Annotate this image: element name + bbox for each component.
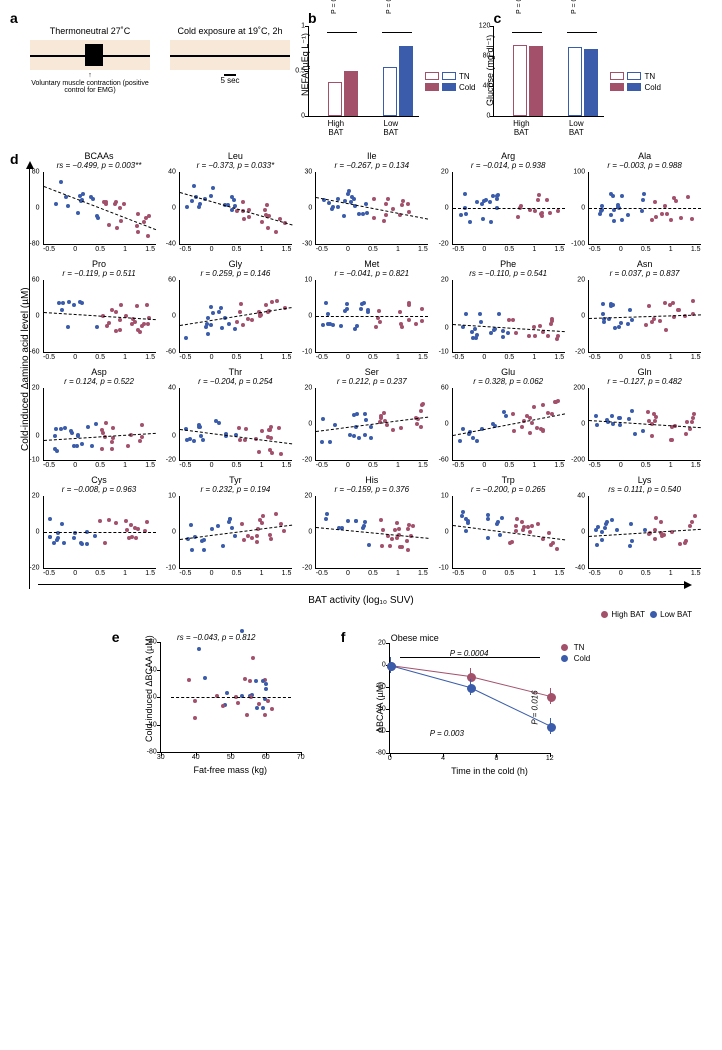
scatter-ala: Alar = −0.003, p = 0.988-1000100-0.500.5… <box>584 151 706 253</box>
row-bottom: e rs = −0.043, p = 0.812 Cold-induced ΔB… <box>10 633 712 776</box>
emg-arrow-text: ↑Voluntary muscle contraction (positive … <box>30 72 150 95</box>
scatter-met: Metr = −0.041, p = 0.821-10010-0.500.511… <box>311 259 433 361</box>
panel-f-legend: TNCold <box>558 643 590 754</box>
panel-f: f Obese mice ΔBCAA (µM) -80-60-40-200200… <box>361 633 590 776</box>
panel-e-label: e <box>112 629 120 645</box>
panel-c-xaxis: High BATLow BAT <box>493 119 603 137</box>
panel-d-grid: BCAAsrs = −0.499, p = 0.003**-80080-0.50… <box>38 151 712 577</box>
emg-thermoneutral: Thermoneutral 27˚C ↑Voluntary muscle con… <box>30 26 150 95</box>
scatter-phe: Phers = −0.110, p = 0.541-10020-0.500.51… <box>447 259 569 361</box>
panel-f-label: f <box>341 629 346 645</box>
bar <box>568 47 582 116</box>
scatter-leu: Leur = −0.373, p = 0.033*-40040-0.500.51… <box>174 151 296 253</box>
scatter-glu: Glur = 0.328, p = 0.062-60060-0.500.511.… <box>447 367 569 469</box>
panel-c-legend: TNCold <box>610 72 660 92</box>
scatter-trp: Trpr = −0.200, p = 0.265-10010-0.500.511… <box>447 475 569 577</box>
panel-f-title: Obese mice <box>391 633 590 643</box>
panel-e: e rs = −0.043, p = 0.812 Cold-induced ΔB… <box>132 633 301 776</box>
panel-f-plot: -80-60-40-2002004812P = 0.0004P = 0.003P… <box>389 643 550 754</box>
panel-f-xlabel: Time in the cold (h) <box>389 766 590 776</box>
scatter-gly: Glyr = 0.259, p = 0.146-60060-0.500.511.… <box>174 259 296 361</box>
panel-d: d Cold-induced Δamino acid level (µM) BC… <box>10 151 712 619</box>
panel-c: c Glucose (mg dl⁻¹) 04080120P = 0.99P = … <box>493 10 660 137</box>
bar <box>513 45 527 116</box>
panel-b: b NEFA (µEq L⁻¹) 00.51P = 0.001P = 0.04 … <box>308 10 475 137</box>
scatter-gln: Glnr = −0.127, p = 0.482-2000200-0.500.5… <box>584 367 706 469</box>
scatter-asp: Aspr = 0.124, p = 0.522-10020-0.500.511.… <box>38 367 160 469</box>
panel-a: a Thermoneutral 27˚C ↑Voluntary muscle c… <box>10 10 290 95</box>
scatter-asn: Asnr = 0.037, p = 0.837-20020-0.500.511.… <box>584 259 706 361</box>
bar <box>584 49 598 117</box>
panel-b-xaxis: High BATLow BAT <box>308 119 418 137</box>
emg-arrow-caption: Voluntary muscle contraction (positive c… <box>31 80 149 95</box>
panel-e-xlabel: Fat-free mass (kg) <box>160 765 301 775</box>
figure-root: a Thermoneutral 27˚C ↑Voluntary muscle c… <box>10 10 712 776</box>
scatter-lys: Lysrs = 0.111, p = 0.540-40040-0.500.511… <box>584 475 706 577</box>
panel-a-label: a <box>10 10 18 26</box>
panel-b-legend: TNCold <box>425 72 475 92</box>
panel-b-label: b <box>308 10 317 26</box>
scatter-ile: Iler = −0.267, p = 0.134-30030-0.500.511… <box>311 151 433 253</box>
scatter-pro: Pror = −0.119, p = 0.511-60060-0.500.511… <box>38 259 160 361</box>
panel-c-plot: 04080120P = 0.99P = 0.99 <box>493 26 604 117</box>
row-top: a Thermoneutral 27˚C ↑Voluntary muscle c… <box>10 10 712 137</box>
scatter-bcaas: BCAAsrs = −0.499, p = 0.003**-80080-0.50… <box>38 151 160 253</box>
bar <box>344 71 358 116</box>
scatter-tyr: Tyrr = 0.232, p = 0.194-10010-0.500.511.… <box>174 475 296 577</box>
panel-c-label: c <box>493 10 501 26</box>
panel-d-ylabel: Cold-induced Δamino acid level (µM) <box>20 287 31 451</box>
bar <box>399 46 413 116</box>
scatter-his: Hisr = −0.159, p = 0.376-20020-0.500.511… <box>311 475 433 577</box>
scatter-cys: Cysr = −0.008, p = 0.963-20020-0.500.511… <box>38 475 160 577</box>
panel-b-plot: 00.51P = 0.001P = 0.04 <box>308 26 419 117</box>
bar <box>328 82 342 116</box>
emg-cold: Cold exposure at 19˚C, 2h 5 sec <box>170 26 290 95</box>
scatter-ser: Serr = 0.212, p = 0.237-20020-0.500.511.… <box>311 367 433 469</box>
panel-d-label: d <box>10 151 19 167</box>
bar <box>529 46 543 116</box>
scalebar-label: 5 sec <box>220 76 239 85</box>
emg-tn-title: Thermoneutral 27˚C <box>50 26 131 36</box>
panel-e-plot: -80-40040803040506070 <box>160 642 301 753</box>
emg-cold-title: Cold exposure at 19˚C, 2h <box>177 26 282 36</box>
scatter-thr: Thrr = −0.204, p = 0.254-20040-0.500.511… <box>174 367 296 469</box>
scatter-arg: Argr = −0.014, p = 0.938-20020-0.500.511… <box>447 151 569 253</box>
panel-d-xlabel: BAT activity (log₁₀ SUV) <box>10 595 712 606</box>
bar <box>383 67 397 117</box>
panel-d-legend: High BAT Low BAT <box>10 610 692 619</box>
panel-d-xarrow <box>38 581 692 589</box>
